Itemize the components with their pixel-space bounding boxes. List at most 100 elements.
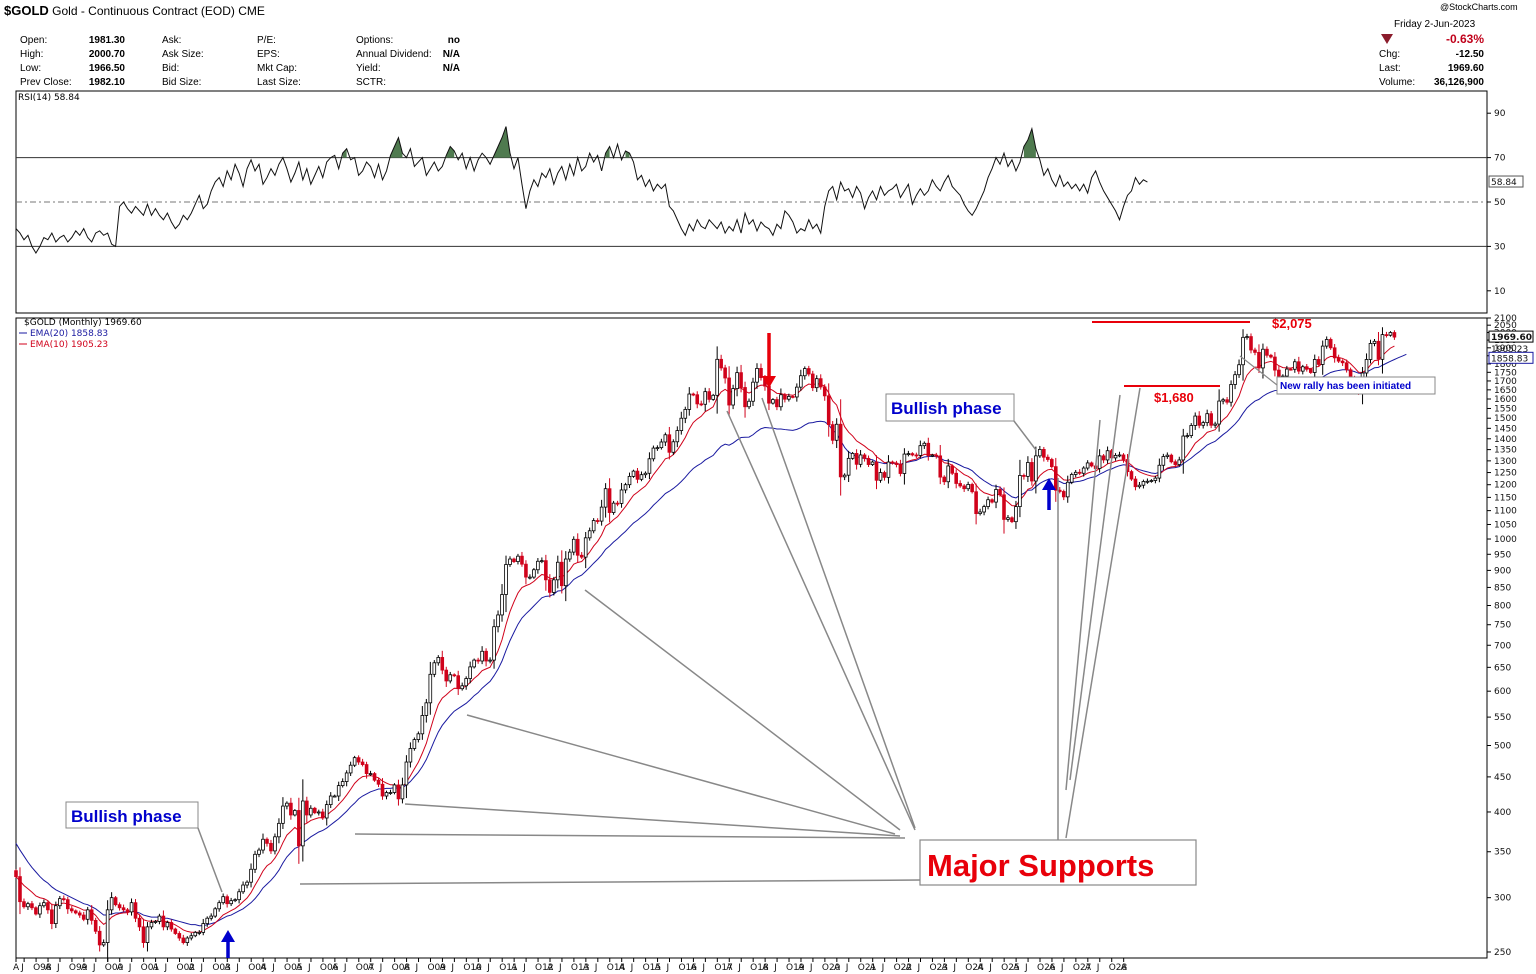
candle-body	[281, 805, 285, 824]
quote-label: Open:	[20, 35, 48, 46]
x-axis-label: J	[988, 963, 992, 973]
x-axis-label: J	[92, 963, 96, 973]
candle-body	[647, 458, 652, 474]
quote-label: EPS:	[257, 49, 280, 60]
price-y-tick-label: 1250	[1494, 469, 1517, 479]
candle-body	[1073, 471, 1078, 475]
price-y-tick-label: 350	[1494, 848, 1511, 858]
x-axis-label: O08	[392, 963, 411, 973]
candle-body	[826, 395, 831, 426]
candle-body	[850, 452, 855, 459]
candle-body	[117, 904, 122, 909]
candle-body	[603, 488, 608, 508]
candle-body	[623, 484, 628, 491]
x-axis-label: J	[630, 963, 634, 973]
candle-body	[1022, 475, 1026, 477]
candle-body	[914, 454, 919, 457]
support-fan-line	[404, 803, 901, 837]
ema10-legend: EMA(10) 1905.23	[30, 340, 108, 350]
candle-body	[249, 868, 253, 883]
x-axis-label: A	[798, 963, 805, 973]
candle-body	[842, 474, 847, 478]
x-axis-label: O04	[248, 963, 267, 973]
candle-body	[484, 650, 488, 662]
candle-body	[1229, 384, 1233, 403]
candle-body	[54, 905, 58, 924]
candle-body	[1297, 361, 1301, 372]
candle-body	[775, 399, 779, 408]
x-axis-label: O07	[356, 963, 375, 973]
x-axis-label: J	[450, 963, 454, 973]
x-axis-label: A	[547, 963, 554, 973]
candle-body	[540, 560, 544, 563]
candle-body	[731, 388, 735, 406]
candle-body	[874, 461, 879, 481]
ema10-line	[15, 345, 1395, 933]
candle-body	[265, 838, 269, 844]
candle-body	[703, 391, 708, 405]
candle-body	[810, 373, 815, 389]
candle-body	[818, 378, 823, 388]
candle-body	[360, 761, 365, 765]
candle-body	[169, 922, 174, 930]
candle-body	[1050, 459, 1054, 468]
candle-body	[994, 489, 998, 503]
candle-body	[62, 898, 66, 901]
instrument-name: Gold - Continuous Contract (EOD)	[52, 4, 235, 18]
candle-body	[1129, 471, 1134, 480]
rsi-overbought-fill	[494, 126, 510, 158]
candle-body	[691, 393, 696, 396]
candle-body	[962, 485, 966, 490]
candle-body	[1328, 339, 1333, 349]
candle-body	[452, 674, 457, 677]
candle-body	[392, 784, 397, 793]
support-fan-line	[584, 589, 901, 831]
candle-body	[934, 454, 939, 457]
candle-body	[1213, 423, 1217, 426]
candle-body	[771, 399, 775, 404]
chart-symbol-title: $GOLD Gold - Continuous Contract (EOD) C…	[4, 3, 265, 18]
x-axis-label: A	[977, 963, 984, 973]
rsi-legend: RSI(14) 58.84	[18, 93, 80, 103]
candle-body	[1034, 455, 1038, 482]
candle-body	[655, 447, 660, 450]
candle-body	[468, 666, 472, 679]
candle-body	[285, 802, 289, 807]
candle-body	[97, 930, 102, 946]
candle-body	[221, 896, 225, 904]
candle-body	[1177, 459, 1182, 465]
candle-body	[404, 761, 409, 786]
candle-body	[500, 594, 504, 616]
candle-body	[954, 472, 958, 484]
candle-body	[1253, 349, 1257, 353]
candle-body	[759, 368, 763, 379]
candle-body	[177, 933, 182, 939]
x-axis-label: A	[1049, 963, 1056, 973]
ema20-tag-box	[1488, 351, 1534, 364]
quote-label: Bid Size:	[162, 77, 202, 88]
candle-body	[384, 792, 389, 797]
change-percent: -0.63%	[1445, 32, 1484, 46]
price-y-tick-label: 1500	[1494, 414, 1517, 424]
candle-body	[631, 470, 636, 477]
x-axis-label: O27	[1073, 963, 1092, 973]
candle-body	[571, 538, 576, 553]
price-y-tick-label: 1650	[1494, 386, 1517, 396]
major-supports-label: Major Supports	[927, 848, 1154, 883]
candle-body	[18, 876, 22, 903]
candle-body	[316, 811, 321, 814]
new-rally-box	[1276, 376, 1436, 395]
candle-body	[528, 576, 532, 579]
candle-body	[145, 926, 150, 943]
ema20-legend: EMA(20) 1858.83	[30, 329, 108, 339]
x-axis-label: J	[737, 963, 741, 973]
x-axis-label: O01	[141, 963, 160, 973]
candle-body	[1340, 360, 1345, 364]
candle-body	[548, 579, 552, 593]
candle-body	[277, 822, 281, 838]
candle-body	[635, 470, 640, 480]
candle-body	[687, 393, 692, 410]
x-axis-label: J	[916, 963, 920, 973]
support-fan-line	[1065, 419, 1101, 791]
candle-body	[695, 394, 700, 405]
